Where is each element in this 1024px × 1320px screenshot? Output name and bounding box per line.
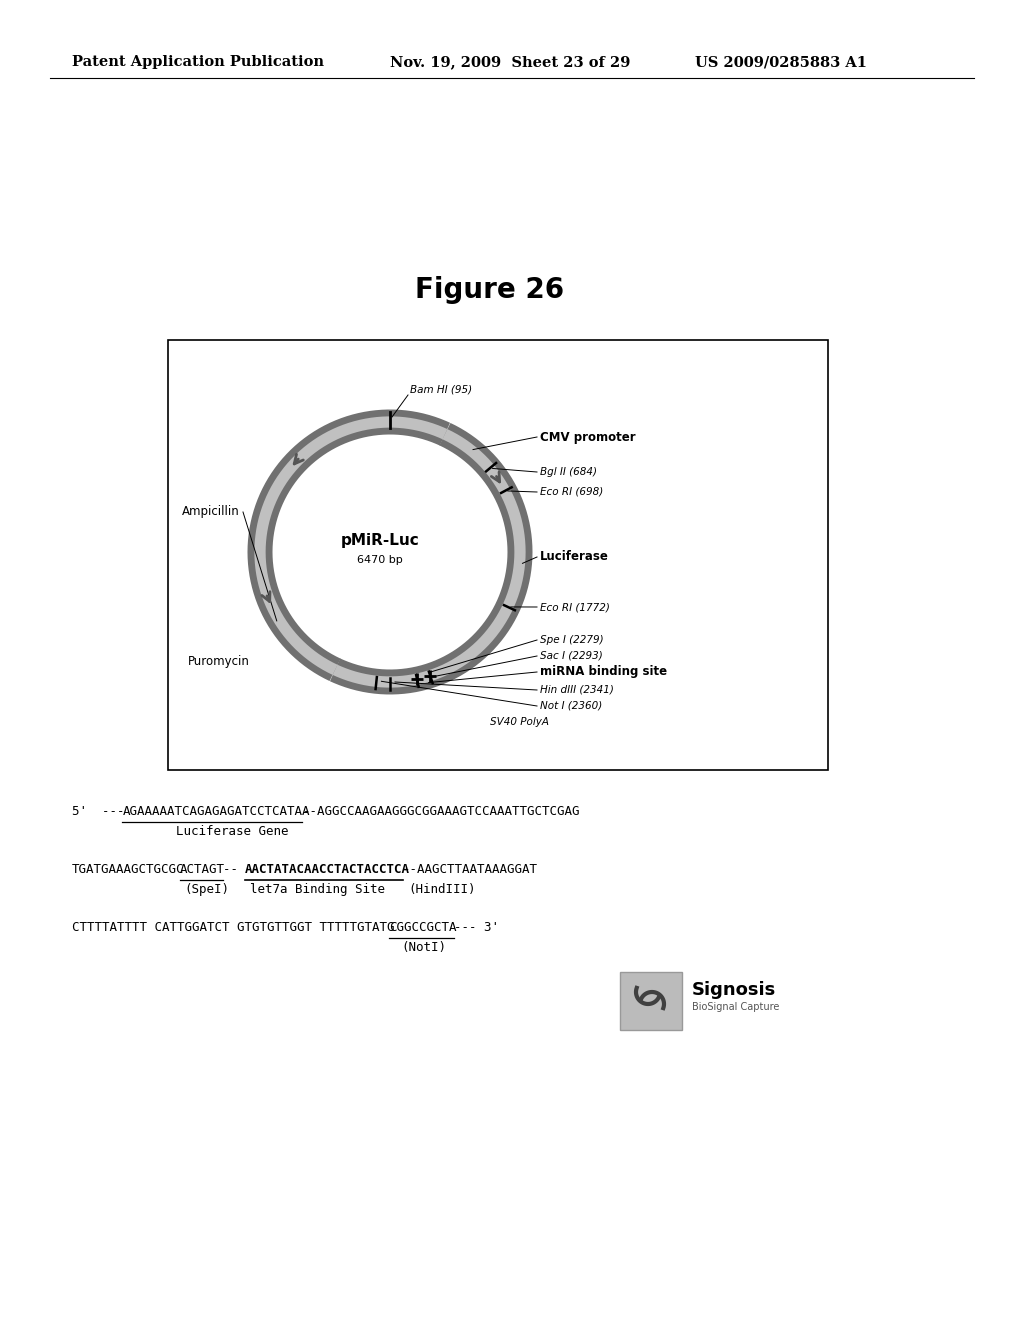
Text: (NotI): (NotI) bbox=[401, 941, 446, 954]
Text: SV40 PolyA: SV40 PolyA bbox=[490, 717, 549, 727]
Text: Bam HI (95): Bam HI (95) bbox=[410, 385, 472, 395]
Text: Not I (2360): Not I (2360) bbox=[540, 701, 602, 711]
Text: BioSignal Capture: BioSignal Capture bbox=[692, 1002, 779, 1012]
Text: miRNA binding site: miRNA binding site bbox=[540, 665, 667, 678]
Text: --- 3': --- 3' bbox=[454, 921, 499, 935]
Text: Sac I (2293): Sac I (2293) bbox=[540, 651, 603, 661]
Text: AACTATACAACCTACTACCTCA: AACTATACAACCTACTACCTCA bbox=[245, 863, 410, 876]
Text: let7a Binding Site: let7a Binding Site bbox=[250, 883, 385, 896]
Text: Bgl II (684): Bgl II (684) bbox=[540, 467, 597, 477]
Text: (SpeI): (SpeI) bbox=[184, 883, 229, 896]
Text: ACTAGT: ACTAGT bbox=[180, 863, 225, 876]
Text: Signosis: Signosis bbox=[692, 981, 776, 999]
Text: Hin dIII (2341): Hin dIII (2341) bbox=[540, 685, 613, 696]
Text: AGAAAAATCAGAGAGATCCTCATAA: AGAAAAATCAGAGAGATCCTCATAA bbox=[123, 805, 310, 818]
Text: Figure 26: Figure 26 bbox=[416, 276, 564, 304]
Bar bbox=[620, 972, 682, 1030]
Text: 5'  ---: 5' --- bbox=[72, 805, 125, 818]
Text: Luciferase: Luciferase bbox=[540, 550, 609, 564]
Text: Eco RI (698): Eco RI (698) bbox=[540, 487, 603, 498]
Text: US 2009/0285883 A1: US 2009/0285883 A1 bbox=[695, 55, 867, 69]
Text: --AAGCTTAATAAAGGAT: --AAGCTTAATAAAGGAT bbox=[403, 863, 539, 876]
Text: Spe I (2279): Spe I (2279) bbox=[540, 635, 603, 645]
Text: Patent Application Publication: Patent Application Publication bbox=[72, 55, 324, 69]
Text: Luciferase Gene: Luciferase Gene bbox=[176, 825, 289, 838]
Text: Ampicillin: Ampicillin bbox=[182, 506, 240, 519]
Text: pMiR-Luc: pMiR-Luc bbox=[341, 532, 420, 548]
Text: --AGGCCAAGAAGGGCGGAAAGTCCAAATTGCTCGAG: --AGGCCAAGAAGGGCGGAAAGTCCAAATTGCTCGAG bbox=[302, 805, 580, 818]
Text: CTTTTATTTT CATTGGATCT GTGTGTTGGT TTTTTGTATG: CTTTTATTTT CATTGGATCT GTGTGTTGGT TTTTTGT… bbox=[72, 921, 402, 935]
Text: 6470 bp: 6470 bp bbox=[357, 554, 402, 565]
Text: Eco RI (1772): Eco RI (1772) bbox=[540, 602, 610, 612]
Text: CMV promoter: CMV promoter bbox=[540, 430, 636, 444]
Text: --: -- bbox=[223, 863, 246, 876]
Text: TGATGAAAGCTGCGC: TGATGAAAGCTGCGC bbox=[72, 863, 184, 876]
Bar bbox=[168, 341, 828, 770]
Text: Puromycin: Puromycin bbox=[188, 656, 250, 668]
Text: Nov. 19, 2009  Sheet 23 of 29: Nov. 19, 2009 Sheet 23 of 29 bbox=[390, 55, 631, 69]
Text: (HindIII): (HindIII) bbox=[409, 883, 476, 896]
Text: CGGCCGCTA: CGGCCGCTA bbox=[389, 921, 457, 935]
